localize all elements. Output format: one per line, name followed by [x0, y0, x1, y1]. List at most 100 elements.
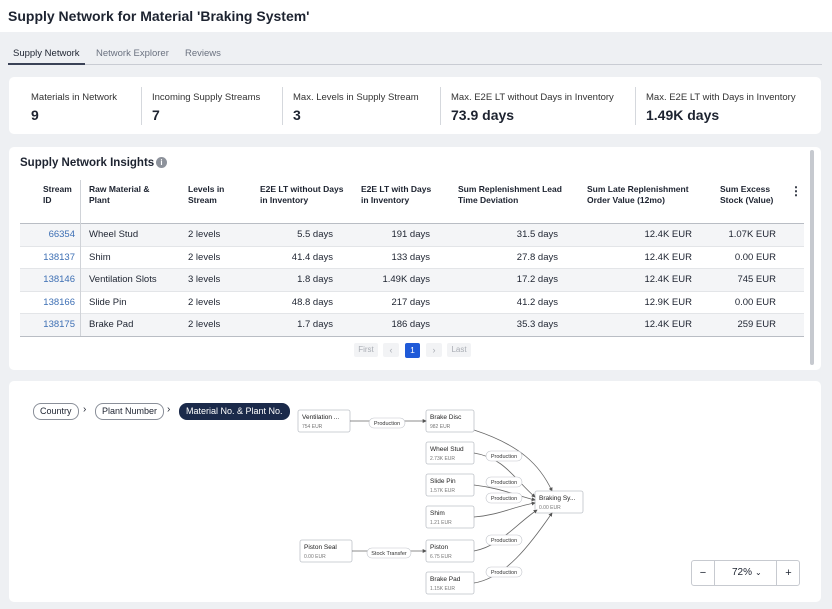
table-row — [20, 269, 804, 292]
pagination-last[interactable]: Last — [447, 343, 471, 357]
kpi-divider — [141, 87, 142, 125]
zoom-control: − 72% ⌄ + — [691, 560, 800, 586]
edge-label-box — [485, 566, 523, 578]
zoom-in[interactable]: + — [776, 561, 800, 585]
node-value: 2.73K EUR — [430, 456, 455, 462]
table-cell: 48.8 days — [291, 296, 333, 308]
breadcrumb-item[interactable]: Plant Number — [95, 403, 165, 420]
table-cell: 41.2 days — [516, 296, 558, 308]
breadcrumb-item[interactable]: Country — [33, 403, 79, 420]
table-cell: 191 days — [391, 229, 430, 240]
node-value: 6.75 EUR — [430, 554, 452, 560]
kpi-label: Materials in Network — [31, 92, 118, 103]
table-cell: 259 EUR — [737, 319, 776, 330]
kpi-label: Max. Levels in Supply Stream — [293, 92, 419, 103]
column-header: Raw Material & Plant — [89, 184, 150, 205]
table-cell: 12.4K EUR — [644, 319, 692, 330]
kpi-divider — [282, 87, 283, 125]
edge-label: Production — [491, 538, 517, 544]
stream-id-link[interactable]: 66354 — [48, 229, 75, 240]
table-cell: Ventilation Slots — [89, 274, 157, 285]
table-row — [20, 246, 804, 269]
node-label: Braking Sy... — [539, 495, 576, 502]
edge — [473, 484, 536, 502]
column-header: Sum Excess Stock (Value) — [720, 184, 774, 205]
column-header: Levels in Stream — [188, 184, 225, 205]
kpi-label: Max. E2E LT with Days in Inventory — [646, 92, 796, 103]
node-label: Wheel Stud — [430, 446, 464, 453]
table-cell: 3 levels — [188, 274, 221, 285]
column-header: Sum Late Replenishment Order Value (12mo… — [587, 184, 689, 205]
node-value: 0.00 EUR — [304, 554, 326, 560]
table-cell: Brake Pad — [89, 319, 134, 330]
table-cell: 2 levels — [188, 296, 221, 308]
breadcrumb-arrow: › — [83, 404, 87, 415]
pagination-prev[interactable]: ‹ — [383, 343, 399, 357]
stream-id-link[interactable]: 138137 — [43, 251, 75, 263]
table-cell: 745 EUR — [737, 274, 776, 285]
column-header: E2E LT with Days in Inventory — [361, 184, 432, 205]
tab[interactable]: Reviews — [185, 48, 221, 59]
table-cell: Shim — [89, 251, 111, 263]
breadcrumb-item[interactable]: Material No. & Plant No. — [179, 403, 290, 420]
tab[interactable]: Network Explorer — [96, 48, 169, 59]
edge-label: Production — [491, 454, 517, 460]
stream-id-link[interactable]: 138175 — [43, 319, 75, 330]
table-bottom-rule — [20, 336, 804, 337]
node-label: Brake Disc — [430, 414, 462, 421]
kpi-value: 1.49K days — [646, 107, 720, 123]
active-tab-underline — [8, 63, 85, 65]
table-cell: 0.00 EUR — [734, 296, 776, 308]
insights-title: Supply Network Insights — [20, 157, 155, 169]
edge — [473, 512, 553, 584]
tab-divider — [8, 64, 822, 65]
scrollbar[interactable] — [810, 150, 814, 365]
kpi-value: 9 — [31, 107, 39, 123]
edge-label-box — [485, 492, 523, 504]
kpi-divider — [635, 87, 636, 125]
table-cell: 5.5 days — [297, 229, 333, 240]
table-cell: 186 days — [391, 319, 430, 330]
edge-label: Production — [374, 421, 400, 427]
info-icon[interactable]: i — [156, 157, 167, 168]
table-cell: 12.4K EUR — [644, 229, 692, 240]
edge — [473, 429, 553, 492]
table-cell: 217 days — [391, 296, 430, 308]
more-menu[interactable]: ⋮ — [790, 184, 802, 198]
pagination-page[interactable]: 1 — [405, 343, 420, 358]
node-value: 1.15K EUR — [430, 586, 455, 592]
table-cell: 1.07K EUR — [728, 229, 776, 240]
zoom-value[interactable]: 72% — [731, 567, 752, 578]
column-header: Stream ID — [43, 184, 72, 205]
table-cell: 27.8 days — [516, 251, 558, 263]
zoom-out[interactable]: − — [692, 561, 715, 585]
edge-label-box — [485, 450, 523, 462]
table-cell: 0.00 EUR — [734, 251, 776, 263]
pagination-next[interactable]: › — [426, 343, 442, 357]
column-header: Sum Replenishment Lead Time Deviation — [458, 184, 562, 205]
edge-label-box — [485, 534, 523, 546]
header-rule — [20, 223, 804, 224]
table-cell: 1.7 days — [297, 319, 333, 330]
table-cell: 31.5 days — [516, 229, 558, 240]
page-title: Supply Network for Material 'Braking Sys… — [8, 8, 310, 24]
table-cell: 12.9K EUR — [644, 296, 692, 308]
table-cell: 2 levels — [188, 251, 221, 263]
zoom-chevron[interactable]: ⌄ — [755, 568, 762, 577]
kpi-card — [9, 77, 821, 134]
stream-id-link[interactable]: 138146 — [43, 274, 75, 285]
edge-label: Production — [491, 570, 517, 576]
edge — [473, 501, 536, 518]
table-cell: 1.8 days — [297, 274, 333, 285]
table-cell: 12.4K EUR — [644, 251, 692, 263]
column-separator — [80, 180, 81, 336]
edge-label: Stock Transfer — [371, 551, 407, 557]
pagination-first[interactable]: First — [354, 343, 378, 357]
tab[interactable]: Supply Network — [13, 48, 80, 59]
node-label: Piston Seal — [304, 544, 337, 551]
node-label: Brake Pad — [430, 576, 461, 583]
edge-label-box — [368, 417, 406, 429]
stream-id-link[interactable]: 138166 — [43, 296, 75, 308]
